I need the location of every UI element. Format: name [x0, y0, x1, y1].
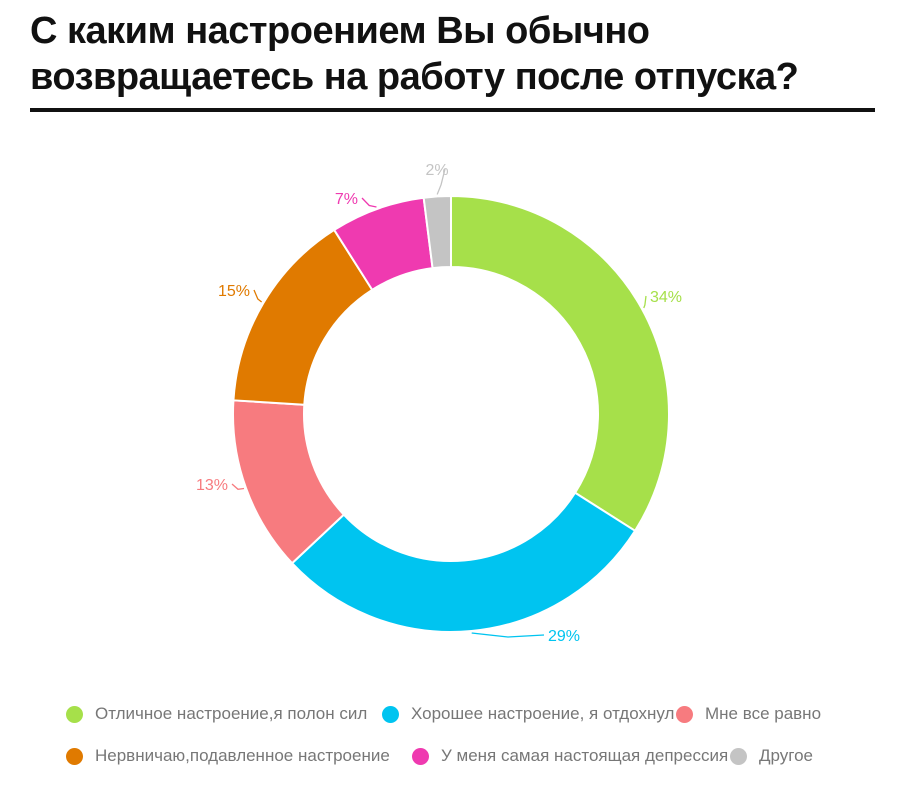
- slice-6: [422, 194, 452, 270]
- title-underline: [30, 108, 875, 112]
- chart-title: С каким настроением Вы обычно возвращает…: [30, 8, 875, 100]
- slice-1: [450, 194, 670, 533]
- leader-line-4: [253, 289, 263, 303]
- slice-2: [290, 491, 637, 633]
- data-label-1: 34%: [650, 289, 682, 306]
- data-label-5: 7%: [335, 191, 358, 208]
- chart-title-line-2: возвращаетесь на работу после отпуска?: [30, 56, 799, 98]
- data-label-4: 15%: [218, 283, 250, 300]
- chart-title-line-1: С каким настроением Вы обычно: [30, 10, 650, 52]
- leader-line-5: [361, 197, 377, 208]
- data-label-3: 13%: [196, 477, 228, 494]
- data-label-6: 2%: [425, 162, 448, 179]
- leader-line-1: [643, 295, 647, 309]
- leader-line-3: [231, 483, 245, 490]
- data-label-2: 29%: [548, 628, 580, 645]
- leader-line-2: [471, 632, 545, 638]
- leader-line-6: [436, 168, 446, 195]
